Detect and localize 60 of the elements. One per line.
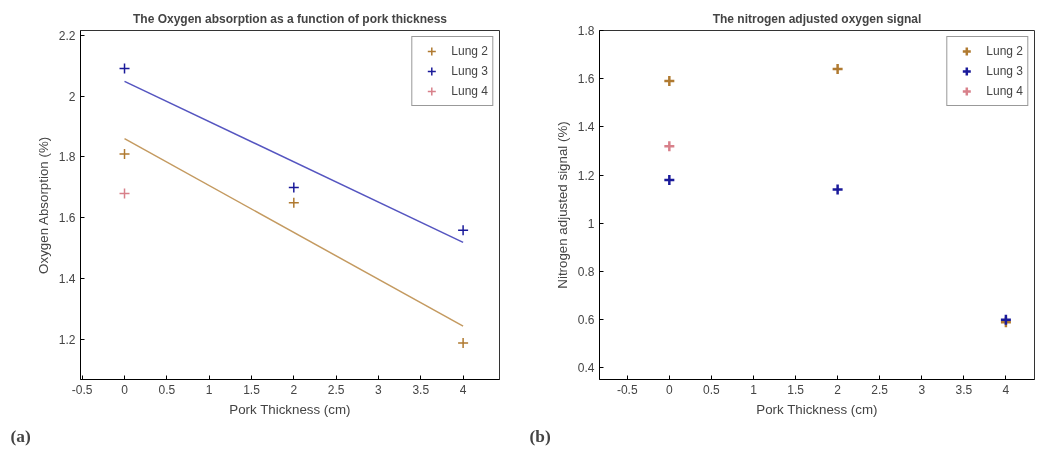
x-tick-label: 0.5: [703, 382, 721, 397]
x-tick-label: 4: [1002, 382, 1010, 397]
x-tick-label: 1.5: [787, 382, 805, 397]
legend-label: Lung 2: [986, 44, 1023, 58]
point: [831, 62, 844, 76]
point: [663, 139, 676, 153]
x-tick-label: 3.5: [955, 382, 973, 397]
y-tick-label: 2.2: [58, 28, 76, 43]
x-tick-label: 1.5: [243, 382, 261, 397]
x-tick-label: 3: [375, 382, 383, 397]
legend-label: Lung 2: [451, 44, 488, 58]
legend-label: Lung 4: [986, 84, 1023, 98]
x-tick-label: 1: [205, 382, 213, 397]
legend-label: Lung 3: [986, 64, 1023, 78]
y-tick-label: 0.6: [577, 313, 595, 328]
point: [288, 196, 300, 209]
y-tick-label: 1.8: [577, 24, 595, 38]
x-tick-label: 2.5: [327, 382, 345, 397]
x-axis-title: Pork Thickness (cm): [756, 401, 878, 417]
y-tick-label: 1.8: [58, 150, 76, 165]
legend-label: Lung 4: [451, 84, 488, 98]
point: [457, 224, 469, 236]
y-tick-label: 1.4: [58, 272, 76, 287]
point: [457, 337, 469, 349]
point: [118, 187, 131, 200]
text: (a): [10, 426, 31, 446]
x-tick-label: 2: [834, 382, 842, 397]
point: [663, 173, 676, 187]
text: (b): [529, 426, 551, 446]
point: [663, 74, 676, 88]
chart-title: The nitrogen adjusted oxygen signal: [712, 11, 922, 26]
x-tick-label: 1: [750, 382, 758, 397]
y-tick-label: 1: [587, 216, 595, 231]
point: [118, 148, 131, 160]
y-tick-label: 0.4: [577, 361, 595, 376]
x-axis-title: Pork Thickness (cm): [229, 401, 351, 417]
chart-title: The Oxygen absorption as a function of pork thickness: [132, 11, 448, 26]
legend-label: Lung 3: [451, 64, 488, 78]
x-tick-label: -0.5: [616, 382, 638, 397]
y-tick-label: 1.2: [577, 168, 595, 183]
point: [118, 62, 131, 75]
x-tick-label: 3: [918, 382, 926, 397]
x-tick-label: 2.5: [871, 382, 889, 397]
y-tick-label: 1.6: [58, 211, 76, 226]
y-tick-label: 1.4: [577, 120, 595, 135]
x-tick-label: 0.5: [158, 382, 176, 397]
point: [288, 181, 300, 194]
x-tick-label: -0.5: [71, 382, 93, 397]
y-tick-label: 1.6: [577, 72, 595, 87]
y-axis-title: Oxygen Absorption (%): [35, 136, 51, 274]
y-axis-title: Nitrogen adjusted signal (%): [554, 121, 570, 289]
x-tick-label: 0: [666, 382, 673, 397]
x-tick-label: 2: [290, 382, 298, 397]
y-tick-label: 1.2: [58, 333, 76, 348]
x-tick-label: 4: [459, 382, 467, 397]
y-tick-label: 2: [68, 89, 76, 104]
y-tick-label: 0.8: [577, 265, 595, 280]
point: [831, 183, 844, 196]
x-tick-label: 0: [121, 382, 129, 397]
x-tick-label: 3.5: [412, 382, 430, 397]
